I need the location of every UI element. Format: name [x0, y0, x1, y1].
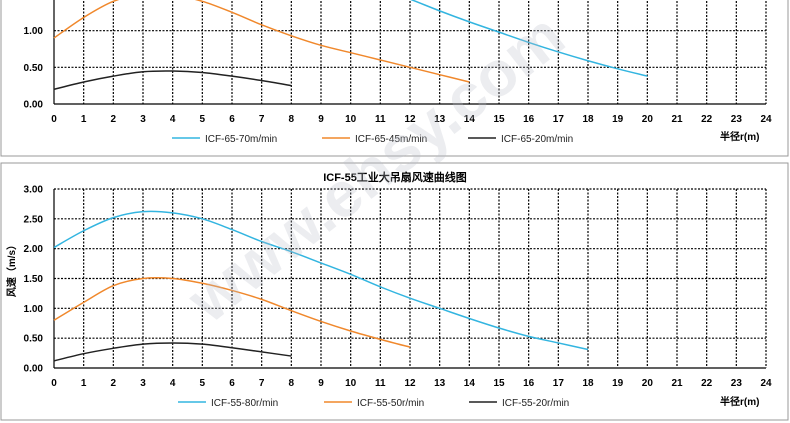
c2-series-line-2	[53, 277, 411, 348]
watermark: www.ehsy.com	[174, 0, 578, 337]
c1-x-tick-label: 22	[701, 114, 713, 125]
c1-x-tick-label: 18	[582, 114, 594, 125]
c2-x-tick-label: 22	[701, 378, 713, 389]
c1-y-tick-label: 1.50	[24, 0, 44, 1]
c1-x-tick-label: 19	[612, 114, 624, 125]
c2-x-tick-label: 24	[760, 378, 772, 389]
c2-legend-label-3: ICF-55-20r/min	[502, 398, 569, 409]
c2-x-tick-label: 1	[81, 378, 87, 389]
c1-x-tick-label: 14	[464, 114, 476, 125]
c1-x-tick-label: 17	[553, 114, 565, 125]
c2-x-tick-label: 2	[111, 378, 117, 389]
c2-series-line-1	[53, 210, 589, 351]
c1-x-tick-label: 24	[760, 114, 772, 125]
c2-title: ICF-55工业大吊扇风速曲线图	[323, 170, 467, 184]
c2-ylabel: 风速（m/s）	[5, 240, 18, 297]
c2-y-tick-label: 1.50	[24, 274, 44, 285]
c2-x-tick-label: 7	[259, 378, 265, 389]
c1-x-tick-label: 6	[229, 114, 235, 125]
c2-x-tick-label: 4	[170, 378, 176, 389]
c1-xlabel: 半径r(m)	[720, 130, 759, 143]
c2-xlabel: 半径r(m)	[720, 395, 759, 408]
c1-x-tick-label: 2	[111, 114, 117, 125]
c1-y-tick-label: 0.00	[24, 100, 44, 111]
c1-x-tick-label: 11	[375, 114, 386, 125]
c1-series-line-3	[53, 70, 292, 91]
c2-x-tick-label: 12	[404, 378, 416, 389]
c1-legend-label-3: ICF-65-20m/min	[501, 134, 573, 145]
c2-y-tick-label: 1.00	[24, 304, 44, 315]
c1-legend-label-2: ICF-65-45m/min	[355, 134, 427, 145]
c2-legend-label-2: ICF-55-50r/min	[357, 398, 424, 409]
c1-x-tick-label: 8	[289, 114, 295, 125]
c2-series-line-3	[53, 342, 292, 362]
c1-x-tick-label: 9	[318, 114, 324, 125]
c1-x-tick-label: 7	[259, 114, 265, 125]
c2-y-tick-label: 3.00	[24, 185, 44, 196]
c2-x-tick-label: 18	[582, 378, 594, 389]
c1-series-line-1	[410, 0, 648, 77]
c2-x-tick-label: 11	[375, 378, 386, 389]
c1-x-tick-label: 1	[81, 114, 87, 125]
c2-x-tick-label: 8	[289, 378, 295, 389]
c2-x-tick-label: 5	[200, 378, 206, 389]
c2-y-tick-label: 0.00	[24, 364, 44, 375]
c1-frame	[0, 0, 789, 157]
c2-x-tick-label: 13	[434, 378, 446, 389]
c1-legend-label-1: ICF-65-70m/min	[205, 134, 277, 145]
c2-x-tick-label: 9	[318, 378, 324, 389]
c1-x-tick-label: 20	[642, 114, 654, 125]
c2-x-tick-label: 3	[140, 378, 146, 389]
c2-x-tick-label: 6	[229, 378, 235, 389]
c2-y-tick-label: 2.50	[24, 214, 44, 225]
c2-y-tick-label: 2.00	[24, 244, 44, 255]
c2-x-tick-label: 17	[553, 378, 565, 389]
c1-series-line-2	[53, 0, 470, 83]
c2-x-tick-label: 15	[493, 378, 505, 389]
c1-x-tick-label: 5	[200, 114, 206, 125]
c1-x-tick-label: 12	[404, 114, 416, 125]
c2-y-tick-label: 0.50	[24, 334, 44, 345]
c1-y-tick-label: 1.00	[24, 26, 44, 37]
c1-x-tick-label: 21	[671, 114, 683, 125]
c1-x-tick-label: 16	[523, 114, 535, 125]
c1-x-tick-label: 0	[51, 114, 57, 125]
c1-y-tick-label: 0.50	[24, 63, 44, 74]
c2-x-tick-label: 14	[464, 378, 476, 389]
c2-legend-label-1: ICF-55-80r/min	[211, 398, 278, 409]
c1-x-tick-label: 15	[493, 114, 505, 125]
c1-x-tick-label: 23	[731, 114, 743, 125]
chart-icf-65: 0.000.501.001.50012345678910111213141516…	[0, 0, 789, 157]
c2-x-tick-label: 23	[731, 378, 743, 389]
c2-x-tick-label: 20	[642, 378, 654, 389]
c2-frame	[0, 162, 789, 421]
c2-x-tick-label: 0	[51, 378, 57, 389]
c1-x-tick-label: 10	[345, 114, 357, 125]
c2-x-tick-label: 16	[523, 378, 535, 389]
c1-x-tick-label: 13	[434, 114, 446, 125]
c2-x-tick-label: 19	[612, 378, 624, 389]
c2-x-tick-label: 10	[345, 378, 357, 389]
c1-x-tick-label: 3	[140, 114, 146, 125]
c1-x-tick-label: 4	[170, 114, 176, 125]
c2-x-tick-label: 21	[671, 378, 683, 389]
